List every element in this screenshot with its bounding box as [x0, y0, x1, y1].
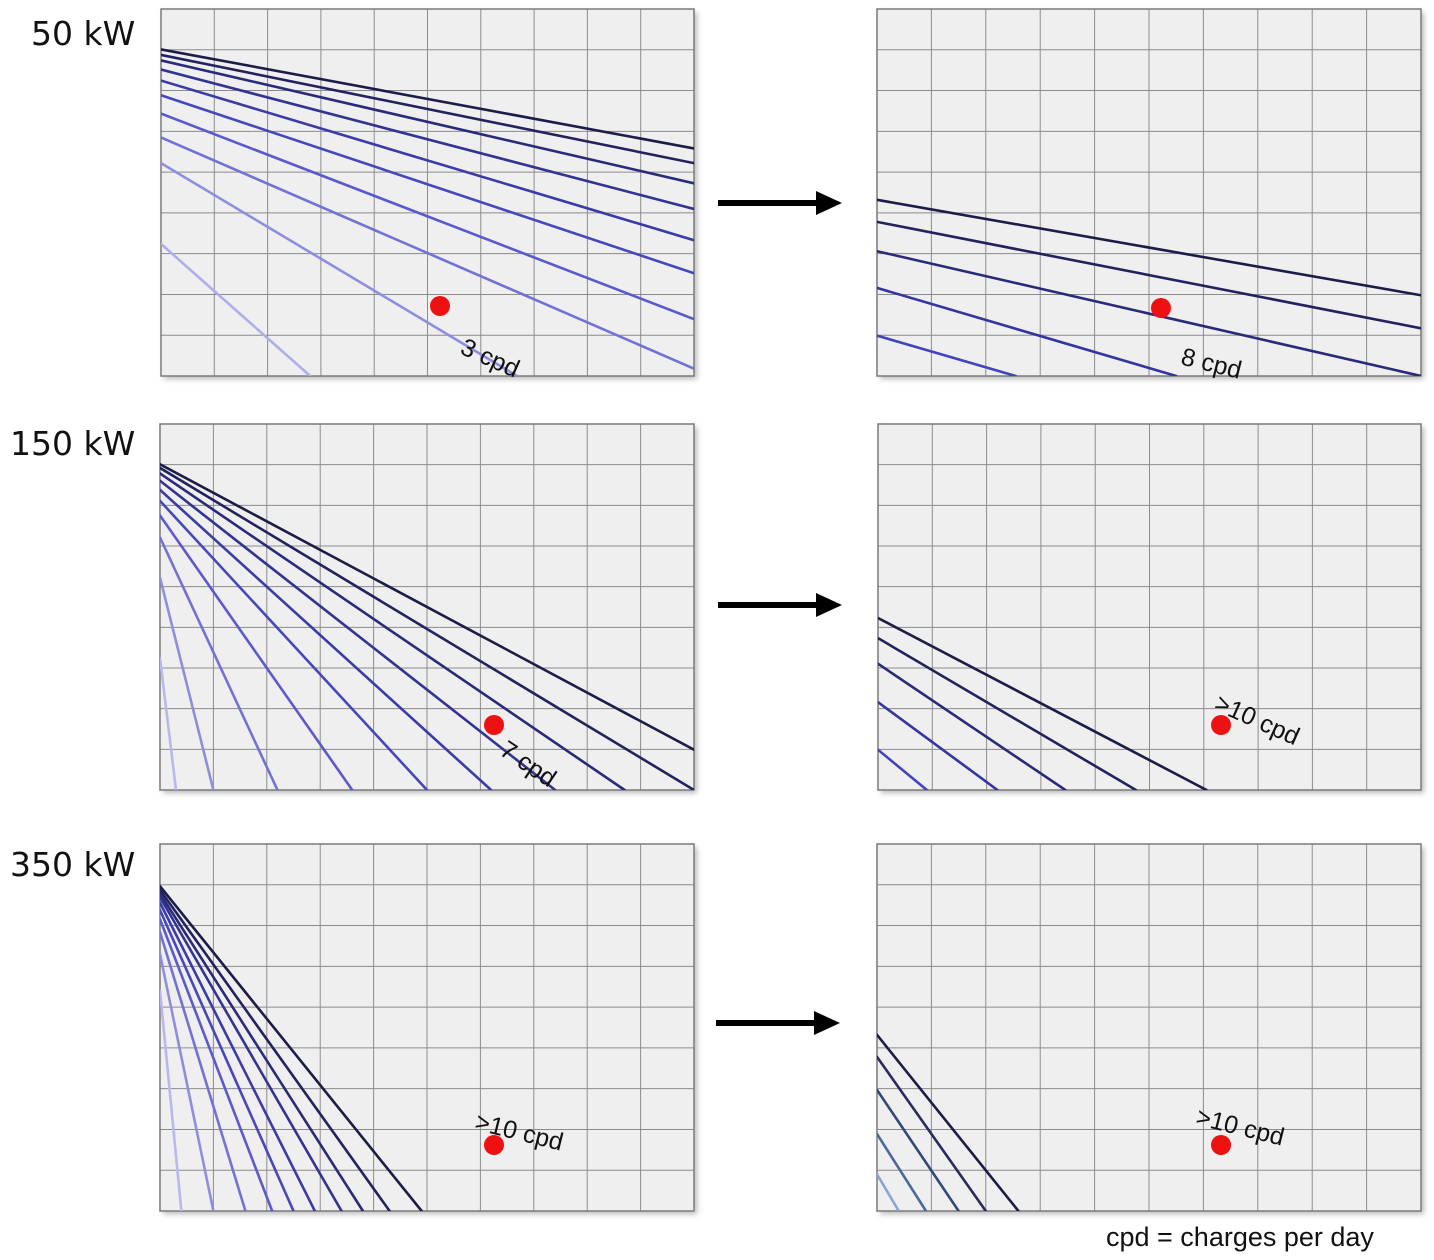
panel-border [876, 843, 1422, 1212]
series-line-1 [160, 462, 694, 752]
chart-panel-3: 7 cpd [159, 423, 695, 793]
transition-arrow-1 [718, 191, 842, 215]
series-group [877, 1033, 1020, 1211]
series-line-5 [877, 1173, 901, 1211]
footnote: cpd = charges per day [1106, 1222, 1374, 1252]
series-line-2 [877, 1055, 988, 1211]
series-line-2 [878, 636, 1138, 790]
series-line-2 [877, 220, 1421, 330]
series-line-1 [878, 616, 1208, 790]
series-line-5 [878, 748, 929, 790]
series-line-1 [877, 1033, 1020, 1211]
series-line-9 [160, 952, 215, 1211]
panel-border [159, 843, 695, 1212]
series-group [160, 884, 423, 1211]
series-line-9 [161, 161, 519, 376]
transition-arrow-3 [716, 1011, 840, 1035]
series-line-8 [160, 536, 279, 790]
arrow-head [814, 1011, 840, 1035]
chart-panel-4: >10 cpd [877, 423, 1422, 791]
operating-point-marker [1211, 715, 1231, 735]
row-label-150kw: 150 kW [10, 424, 136, 463]
series-line-2 [160, 888, 391, 1211]
chart-panel-6: >10 cpd [876, 843, 1422, 1212]
series-line-4 [877, 1132, 928, 1211]
series-line-5 [160, 488, 493, 790]
series-line-3 [160, 472, 626, 790]
series-line-7 [160, 514, 354, 790]
series-line-3 [878, 662, 1067, 790]
series-line-6 [160, 499, 429, 790]
series-group [161, 48, 694, 376]
operating-point-marker [430, 296, 450, 316]
row-label-350kw: 350 kW [10, 845, 136, 884]
series-line-5 [877, 334, 1018, 376]
series-line-6 [161, 93, 694, 275]
series-line-4 [878, 700, 999, 790]
series-line-9 [160, 576, 215, 790]
series-line-4 [877, 286, 1178, 376]
panel-border [160, 8, 695, 377]
series-line-10 [160, 656, 178, 790]
series-line-3 [161, 59, 694, 185]
series-line-8 [161, 136, 694, 370]
series-line-7 [160, 917, 274, 1211]
row-label-50kw: 50 kW [31, 14, 136, 53]
series-group [160, 462, 694, 790]
series-line-1 [160, 884, 423, 1211]
series-line-5 [161, 79, 694, 242]
series-line-2 [161, 53, 694, 165]
arrow-head [816, 593, 842, 617]
series-line-4 [160, 479, 557, 790]
series-line-6 [160, 908, 295, 1211]
series-line-8 [160, 930, 247, 1211]
chart-panel-5: >10 cpd [159, 843, 695, 1212]
series-line-3 [160, 892, 365, 1211]
series-line-7 [161, 112, 694, 321]
operating-point-marker [1151, 298, 1171, 318]
series-group [877, 198, 1421, 376]
series-line-5 [160, 901, 317, 1211]
series-line-10 [161, 242, 312, 376]
series-line-2 [160, 466, 694, 790]
series-line-4 [160, 895, 343, 1211]
series-line-1 [161, 48, 694, 150]
operating-point-marker [484, 1135, 504, 1155]
series-line-3 [877, 249, 1421, 376]
operating-point-marker [484, 715, 504, 735]
panel-border [877, 423, 1422, 791]
series-line-1 [877, 198, 1421, 297]
panel-border [876, 8, 1422, 377]
operating-point-marker [1211, 1135, 1231, 1155]
arrow-head [816, 191, 842, 215]
series-line-10 [160, 989, 183, 1211]
series-line-3 [877, 1088, 960, 1211]
series-group [878, 616, 1208, 790]
series-line-4 [161, 68, 694, 211]
chart-panel-2: 8 cpd [876, 8, 1422, 385]
chart-panel-1: 3 cpd [160, 8, 695, 383]
transition-arrow-2 [718, 593, 842, 617]
